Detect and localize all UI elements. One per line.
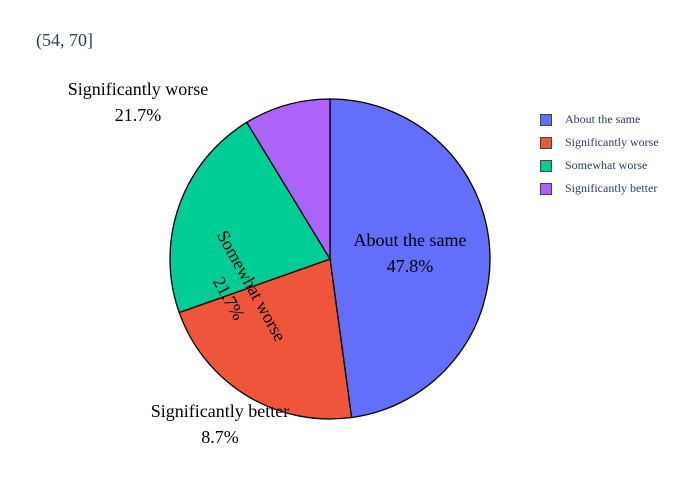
slice-label-percent: 8.7% bbox=[201, 427, 239, 447]
legend-label: Significantly worse bbox=[565, 135, 659, 149]
legend-item-significantly-better[interactable]: Significantly better bbox=[540, 177, 659, 200]
slice-significantly-better[interactable] bbox=[245, 98, 331, 262]
legend-swatch bbox=[540, 182, 552, 195]
chart-title: (54, 70] bbox=[36, 30, 93, 50]
legend-label: Significantly better bbox=[565, 181, 658, 195]
slice-label-name: Significantly better bbox=[151, 401, 289, 421]
slice-label-percent: 21.7% bbox=[115, 105, 162, 125]
slice-label-significantly-worse: Significantly worse 21.7% bbox=[68, 79, 208, 125]
legend-item-about-the-same[interactable]: About the same bbox=[540, 108, 659, 131]
slice-significantly-worse[interactable] bbox=[178, 258, 353, 420]
pie-slices bbox=[169, 98, 491, 420]
slice-label-name: About the same bbox=[354, 230, 467, 250]
legend-label: Somewhat worse bbox=[565, 158, 648, 172]
slice-label-about-the-same: About the same 47.8% bbox=[354, 230, 467, 276]
legend-swatch bbox=[540, 136, 552, 149]
slice-somewhat-worse[interactable] bbox=[169, 121, 331, 314]
legend: About the same Significantly worse Somewha… bbox=[540, 108, 659, 200]
legend-item-somewhat-worse[interactable]: Somewhat worse bbox=[540, 154, 659, 177]
slice-about-the-same[interactable] bbox=[329, 98, 491, 419]
slice-label-significantly-better: Significantly better 8.7% bbox=[151, 401, 289, 447]
legend-label: About the same bbox=[565, 112, 641, 126]
legend-swatch bbox=[540, 159, 552, 172]
slice-label-name: Significantly worse bbox=[68, 79, 208, 99]
slice-label-percent: 47.8% bbox=[387, 256, 434, 276]
legend-swatch bbox=[540, 113, 552, 126]
legend-item-significantly-worse[interactable]: Significantly worse bbox=[540, 131, 659, 154]
